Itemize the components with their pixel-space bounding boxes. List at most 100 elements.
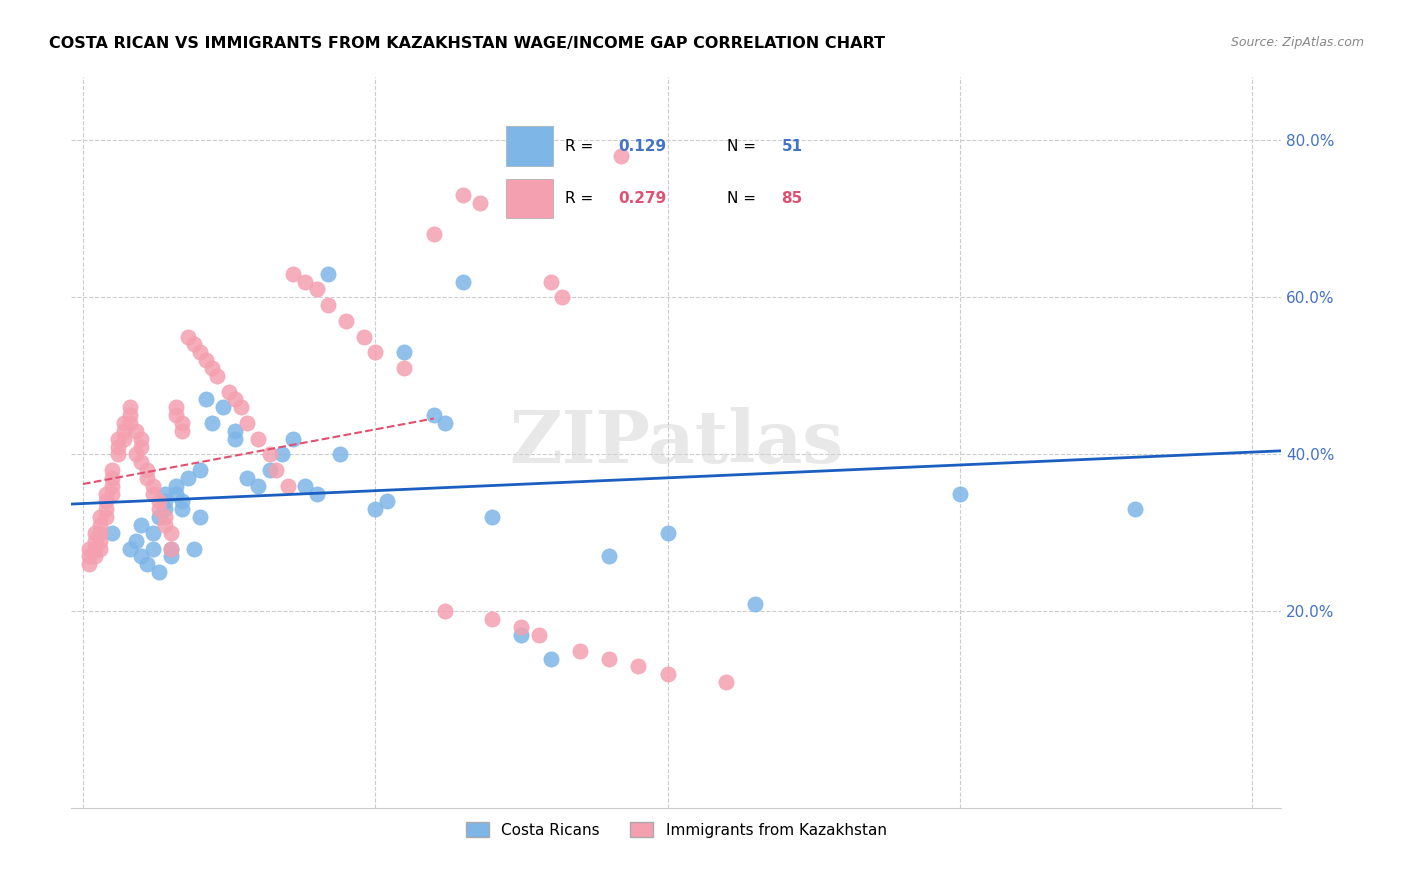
Point — [166, 401, 188, 415]
Point — [148, 494, 170, 508]
Point — [101, 479, 124, 493]
Point — [949, 486, 972, 500]
Point — [142, 479, 165, 493]
Point — [277, 479, 299, 493]
Point — [224, 432, 246, 446]
Point — [434, 604, 457, 618]
Point — [207, 368, 229, 383]
Point — [172, 502, 194, 516]
Point — [136, 471, 159, 485]
Point — [270, 447, 292, 461]
Point — [714, 675, 737, 690]
Point — [194, 392, 217, 407]
Point — [540, 651, 562, 665]
Point — [305, 283, 328, 297]
Point — [551, 290, 574, 304]
Point — [481, 612, 503, 626]
Point — [118, 401, 141, 415]
Point — [235, 471, 257, 485]
Point — [148, 510, 170, 524]
Point — [598, 549, 620, 564]
Point — [540, 275, 562, 289]
Point — [1123, 502, 1146, 516]
Point — [153, 518, 176, 533]
Point — [188, 463, 211, 477]
Point — [136, 463, 159, 477]
Point — [394, 345, 416, 359]
Point — [657, 667, 679, 681]
Point — [101, 471, 124, 485]
Point — [148, 565, 170, 579]
Point — [89, 533, 111, 548]
Point — [422, 227, 444, 242]
Point — [422, 408, 444, 422]
Point — [627, 659, 650, 673]
Point — [294, 275, 316, 289]
Point — [283, 267, 305, 281]
Point — [194, 353, 217, 368]
Point — [247, 432, 270, 446]
Point — [118, 408, 141, 422]
Point — [510, 620, 533, 634]
Point — [96, 486, 118, 500]
Point — [153, 510, 176, 524]
Point — [96, 494, 118, 508]
Point — [124, 447, 146, 461]
Point — [329, 447, 352, 461]
Point — [101, 463, 124, 477]
Point — [353, 329, 375, 343]
Point — [142, 525, 165, 540]
Point — [744, 597, 766, 611]
Point — [224, 392, 246, 407]
Point — [83, 541, 105, 556]
Point — [177, 471, 200, 485]
Point — [118, 416, 141, 430]
Point — [131, 518, 153, 533]
Point — [451, 188, 474, 202]
Point — [89, 541, 111, 556]
Text: ZIPatlas: ZIPatlas — [509, 407, 844, 478]
Point — [118, 541, 141, 556]
Point — [142, 541, 165, 556]
Point — [96, 502, 118, 516]
Point — [166, 408, 188, 422]
Point — [364, 345, 387, 359]
Point — [112, 432, 135, 446]
Point — [153, 502, 176, 516]
Point — [153, 486, 176, 500]
Point — [451, 275, 474, 289]
Point — [610, 149, 633, 163]
Point — [131, 455, 153, 469]
Point — [394, 361, 416, 376]
Point — [107, 432, 129, 446]
Point — [112, 416, 135, 430]
Point — [166, 479, 188, 493]
Point — [294, 479, 316, 493]
Point — [124, 533, 146, 548]
Point — [83, 549, 105, 564]
Point — [124, 424, 146, 438]
Point — [89, 510, 111, 524]
Point — [131, 432, 153, 446]
Point — [172, 424, 194, 438]
Point — [159, 541, 181, 556]
Point — [107, 447, 129, 461]
Point — [259, 463, 281, 477]
Point — [200, 361, 222, 376]
Point — [375, 494, 398, 508]
Point — [200, 416, 222, 430]
Point — [527, 628, 550, 642]
Point — [598, 651, 620, 665]
Point — [318, 298, 340, 312]
Point — [510, 628, 533, 642]
Text: Source: ZipAtlas.com: Source: ZipAtlas.com — [1230, 36, 1364, 49]
Point — [172, 416, 194, 430]
Text: COSTA RICAN VS IMMIGRANTS FROM KAZAKHSTAN WAGE/INCOME GAP CORRELATION CHART: COSTA RICAN VS IMMIGRANTS FROM KAZAKHSTA… — [49, 36, 886, 51]
Point — [481, 510, 503, 524]
Point — [112, 424, 135, 438]
Point — [305, 486, 328, 500]
Point — [188, 345, 211, 359]
Point — [212, 401, 235, 415]
Point — [77, 558, 100, 572]
Point — [264, 463, 287, 477]
